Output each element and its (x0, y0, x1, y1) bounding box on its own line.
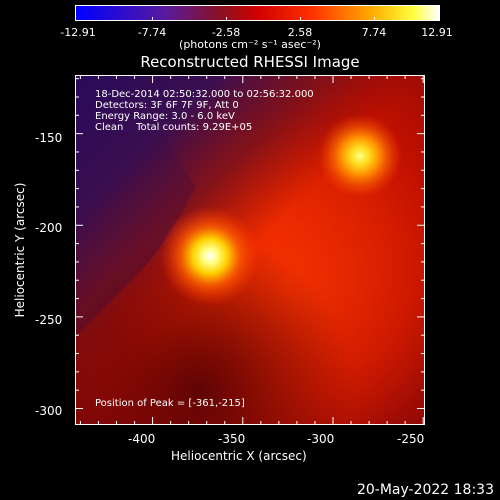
heatmap-image (76, 76, 424, 424)
y-tick-label: -200 (35, 221, 63, 235)
energy-range: Energy Range: 3.0 - 6.0 keV (95, 111, 235, 122)
x-tick-label: -350 (218, 432, 246, 446)
hxr-source-primary (160, 206, 260, 306)
colorbar (75, 5, 440, 21)
colorbar-units: (photons cm⁻² s⁻¹ asec⁻²) (179, 38, 321, 51)
colorbar-tick-label: 2.58 (287, 26, 313, 39)
x-tick-label: -250 (397, 432, 425, 446)
colorbar-tick (226, 17, 227, 21)
time-range: 18-Dec-2014 02:50:32.000 to 02:56:32.000 (95, 89, 314, 100)
y-tick-label: -150 (35, 131, 63, 145)
x-tick-label: -300 (307, 432, 335, 446)
heatmap-plot: 18-Dec-2014 02:50:32.000 to 02:56:32.000… (75, 75, 425, 425)
x-tick-label: -400 (128, 432, 156, 446)
detectors-info: Detectors: 3F 6F 7F 9F, Att 0 (95, 100, 239, 111)
colorbar-tick-label: 12.91 (421, 26, 453, 39)
colorbar-tick-label: -12.91 (60, 26, 96, 39)
y-tick-label: -300 (35, 404, 63, 418)
y-axis-title: Heliocentric Y (arcsec) (13, 182, 27, 318)
peak-position: Position of Peak = [-361,-215] (95, 398, 245, 409)
clean-total-counts: Clean Total counts: 9.29E+05 (95, 122, 253, 133)
colorbar-tick-label: -7.74 (137, 26, 167, 39)
colorbar-tick-label: -2.58 (211, 26, 241, 39)
colorbar-tick (152, 17, 153, 21)
colorbar-tick (300, 17, 301, 21)
plot-timestamp: 20-May-2022 18:33 (356, 482, 494, 498)
colorbar-tick (374, 17, 375, 21)
colorbar-tick-label: 7.74 (361, 26, 387, 39)
image-title: Reconstructed RHESSI Image (140, 53, 360, 71)
x-axis-title: Heliocentric X (arcsec) (171, 449, 307, 463)
y-tick-label: -250 (35, 313, 63, 327)
hxr-source-secondary (318, 114, 402, 198)
